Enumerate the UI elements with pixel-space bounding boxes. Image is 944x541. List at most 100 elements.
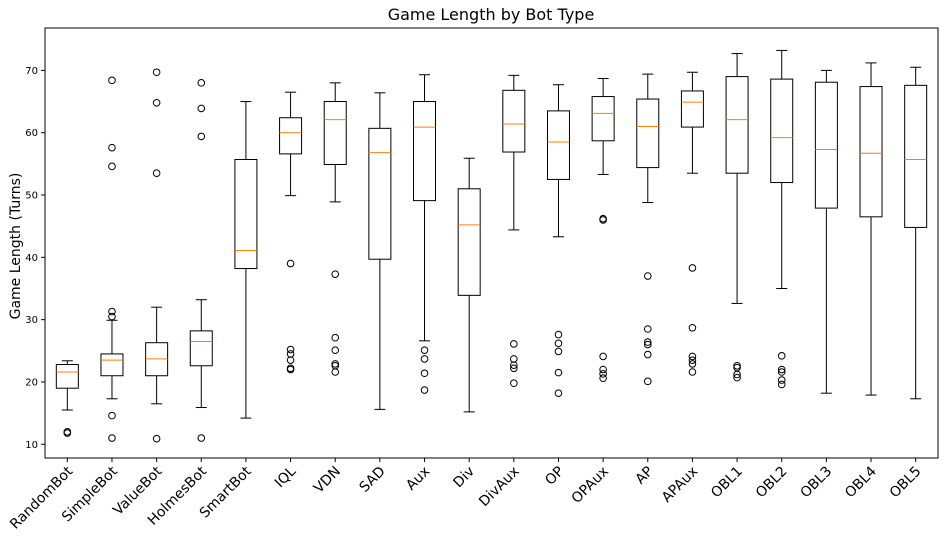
box-aux [413, 101, 437, 202]
outlier-point-ap [643, 325, 652, 333]
outlier-point-opaux [599, 365, 607, 374]
outlier-point-simplebot [108, 411, 116, 420]
x-tick-label-apaux: APAux [659, 464, 701, 506]
outlier-point-op [554, 347, 563, 356]
box-divaux [502, 89, 526, 153]
box-smartbot [234, 158, 258, 270]
outlier-point-aux [420, 386, 429, 394]
box-obl1 [725, 76, 749, 174]
x-tick-label-aux: Aux [403, 464, 433, 494]
outlier-point-iql [286, 345, 295, 354]
box-randombot [55, 364, 79, 389]
outlier-point-apaux [688, 264, 697, 272]
outlier-point-obl2 [777, 368, 786, 376]
box-obl2 [770, 78, 794, 184]
outlier-point-apaux [688, 356, 697, 364]
x-tick-label-vdn: VDN [311, 464, 344, 497]
outlier-point-apaux [688, 360, 697, 368]
outlier-point-randombot [63, 428, 72, 436]
outlier-point-obl1 [733, 373, 741, 382]
outlier-point-opaux [599, 352, 607, 361]
outlier-point-ap [643, 377, 652, 386]
outlier-point-vdn [331, 270, 340, 278]
x-tick-label-div: Div [450, 464, 478, 492]
outlier-point-opaux [599, 216, 607, 224]
outlier-point-simplebot [108, 143, 116, 152]
outlier-point-iql [286, 350, 295, 358]
outlier-point-apaux [688, 323, 697, 332]
outlier-point-obl2 [777, 380, 786, 389]
outlier-point-vdn [331, 333, 340, 342]
outlier-point-holmesbot [197, 434, 206, 442]
outlier-point-opaux [599, 374, 607, 383]
outlier-point-aux [420, 346, 429, 354]
outlier-point-holmesbot [197, 132, 206, 141]
outlier-point-simplebot [108, 162, 116, 171]
x-tick-label-opaux: OPAux [569, 464, 612, 507]
outlier-point-divaux [510, 364, 518, 373]
outlier-point-ap [643, 340, 652, 349]
outlier-point-valuebot [152, 98, 161, 107]
outlier-point-opaux [599, 370, 607, 378]
outlier-point-obl1 [733, 370, 741, 379]
box-obl3 [814, 81, 838, 209]
box-iql [279, 117, 303, 155]
outlier-point-aux [420, 355, 429, 363]
box-obl5 [904, 84, 928, 228]
x-tick-label-op: OP [542, 464, 567, 489]
x-tick-label-divaux: DivAux [476, 464, 522, 510]
outlier-point-op [554, 339, 563, 348]
outlier-point-iql [286, 259, 295, 268]
y-tick-label: 40 [25, 253, 38, 264]
outlier-point-divaux [510, 355, 518, 363]
y-tick-label: 50 [25, 191, 38, 202]
outlier-point-divaux [510, 379, 518, 388]
outlier-point-valuebot [152, 68, 161, 77]
outlier-point-aux [420, 369, 429, 378]
box-sad [368, 127, 392, 260]
x-tick-label-obl1: OBL1 [708, 464, 746, 502]
x-tick-label-ap: AP [633, 464, 657, 488]
outlier-point-holmesbot [197, 79, 206, 87]
y-axis-label: Game Length (Turns) [8, 173, 24, 320]
y-tick-label: 70 [25, 66, 38, 77]
plot-area: 10203040506070RandomBotSimpleBotValueBot… [7, 49, 928, 533]
outlier-point-vdn [331, 368, 340, 376]
x-tick-label-iql: IQL [272, 463, 300, 491]
outlier-point-iql [286, 356, 295, 364]
outlier-point-simplebot [108, 434, 116, 442]
outlier-point-op [554, 389, 563, 397]
box-obl4 [859, 86, 883, 218]
x-tick-label-obl4: OBL4 [842, 463, 880, 501]
box-holmesbot [189, 330, 213, 367]
box-simplebot [100, 353, 124, 377]
y-tick-label: 10 [25, 440, 38, 451]
box-apaux [680, 90, 704, 128]
outlier-point-obl2 [777, 365, 786, 374]
outlier-point-op [554, 368, 563, 377]
y-tick-label: 60 [25, 128, 38, 139]
outlier-point-ap [643, 272, 652, 280]
y-tick-label: 30 [25, 315, 38, 326]
outlier-point-simplebot [108, 76, 116, 85]
box-ap [636, 98, 660, 169]
chart-title: Game Length by Bot Type [388, 5, 595, 24]
outlier-point-iql [286, 365, 295, 374]
outlier-point-divaux [510, 361, 518, 369]
outlier-point-holmesbot [197, 104, 206, 113]
outlier-point-vdn [331, 346, 340, 354]
box-opaux [591, 96, 615, 142]
outlier-point-simplebot [108, 307, 116, 316]
x-tick-label-obl2: OBL2 [753, 464, 791, 502]
box-vdn [323, 101, 347, 165]
axes-frame [44, 27, 939, 459]
outlier-point-divaux [510, 340, 518, 348]
outlier-point-ap [643, 338, 652, 346]
outlier-point-apaux [688, 368, 697, 376]
outlier-point-valuebot [152, 434, 161, 443]
box-op [546, 110, 570, 180]
outlier-point-obl2 [777, 376, 786, 384]
x-tick-label-obl3: OBL3 [797, 464, 835, 502]
outlier-point-obl2 [777, 351, 786, 360]
